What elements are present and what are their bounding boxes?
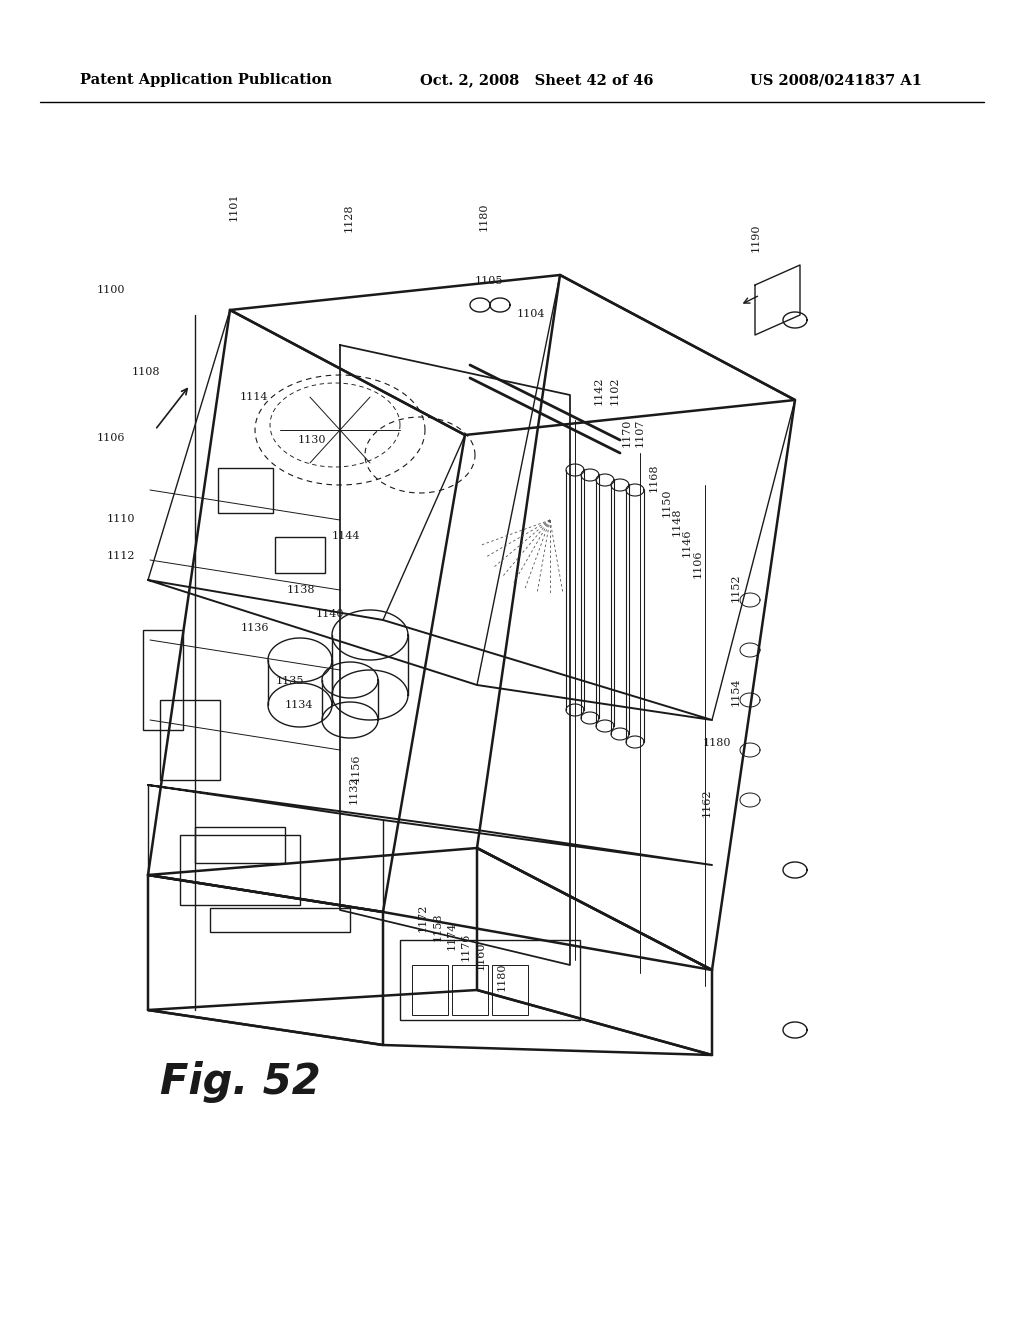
- Text: 1144: 1144: [332, 531, 360, 541]
- Bar: [143, 630, 183, 730]
- Text: 1170: 1170: [622, 418, 632, 447]
- Text: Oct. 2, 2008   Sheet 42 of 46: Oct. 2, 2008 Sheet 42 of 46: [420, 73, 653, 87]
- Text: 1180: 1180: [478, 202, 488, 231]
- Bar: [160, 700, 220, 780]
- Bar: [492, 965, 528, 1015]
- Text: 1168: 1168: [648, 463, 658, 492]
- Text: 1180: 1180: [702, 738, 731, 748]
- Bar: [275, 537, 325, 573]
- Bar: [400, 940, 580, 1020]
- Text: 1108: 1108: [131, 367, 160, 378]
- Text: 1132: 1132: [348, 775, 358, 804]
- Text: 1107: 1107: [635, 418, 645, 447]
- Text: 1172: 1172: [418, 903, 428, 932]
- Text: 1101: 1101: [228, 193, 239, 222]
- Text: 1135: 1135: [275, 676, 304, 686]
- Text: 1158: 1158: [432, 912, 442, 941]
- Text: 1152: 1152: [730, 573, 740, 602]
- Text: US 2008/0241837 A1: US 2008/0241837 A1: [750, 73, 922, 87]
- Text: 1130: 1130: [298, 434, 327, 445]
- Text: 1138: 1138: [287, 585, 315, 595]
- Text: 1148: 1148: [672, 507, 682, 536]
- Text: 1156: 1156: [350, 754, 360, 783]
- Text: 1150: 1150: [662, 488, 672, 517]
- Text: 1100: 1100: [96, 285, 125, 296]
- Text: 1110: 1110: [106, 513, 135, 524]
- Text: 1180: 1180: [497, 962, 507, 991]
- Bar: [452, 965, 488, 1015]
- Text: 1105: 1105: [474, 276, 503, 286]
- Text: 1134: 1134: [285, 700, 313, 710]
- Text: 1190: 1190: [751, 223, 761, 252]
- Bar: [180, 836, 300, 906]
- Text: Patent Application Publication: Patent Application Publication: [80, 73, 332, 87]
- Text: 1142: 1142: [594, 376, 604, 405]
- Text: 1106: 1106: [96, 433, 125, 444]
- Text: 1146: 1146: [682, 528, 692, 557]
- Bar: [210, 908, 350, 932]
- Text: 1136: 1136: [241, 623, 269, 634]
- Text: 1114: 1114: [240, 392, 268, 403]
- Text: 1154: 1154: [730, 677, 740, 706]
- Text: 1112: 1112: [106, 550, 135, 561]
- Text: 1176: 1176: [461, 932, 471, 961]
- Text: 1174: 1174: [446, 921, 457, 950]
- Bar: [217, 467, 272, 512]
- Text: 1162: 1162: [701, 788, 712, 817]
- Bar: [195, 828, 285, 863]
- Text: 1104: 1104: [516, 309, 545, 319]
- Text: 1160: 1160: [475, 941, 485, 970]
- Text: 1102: 1102: [609, 376, 620, 405]
- Text: 1140: 1140: [315, 609, 344, 619]
- Bar: [412, 965, 449, 1015]
- Text: 1106: 1106: [692, 549, 702, 578]
- Text: 1128: 1128: [343, 203, 353, 232]
- Text: Fig. 52: Fig. 52: [160, 1061, 321, 1104]
